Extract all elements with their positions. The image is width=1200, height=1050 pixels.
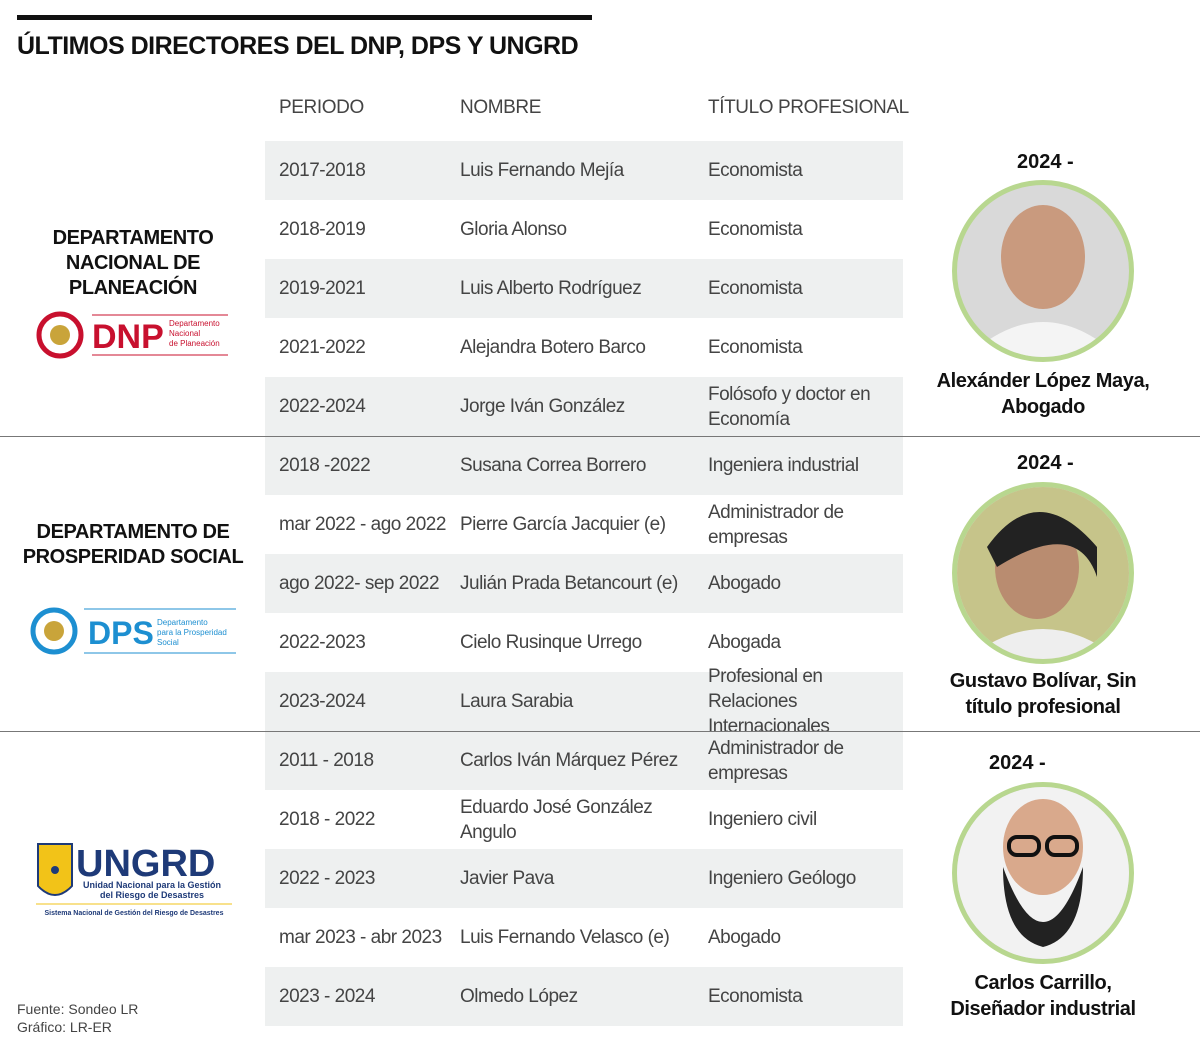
name-cell: Javier Pava bbox=[460, 868, 554, 889]
period-cell: mar 2022 - ago 2022 bbox=[279, 514, 446, 535]
name-cell: Gloria Alonso bbox=[460, 219, 567, 240]
table-row: mar 2022 - ago 2022 Pierre García Jacquie… bbox=[265, 495, 903, 554]
title-cell: Ingeniera industrial bbox=[708, 455, 859, 476]
name-cell: Carlos Iván Márquez Pérez bbox=[460, 750, 678, 771]
ungrd-logo: UNGRD Unidad Nacional para la Gestión de… bbox=[36, 843, 232, 917]
period-cell: 2019-2021 bbox=[279, 278, 366, 299]
current-year-dps: 2024 - bbox=[1017, 452, 1074, 474]
current-year-ungrd: 2024 - bbox=[989, 752, 1046, 774]
title-cell: Economista bbox=[708, 986, 803, 1007]
svg-text:del Riesgo de Desastres: del Riesgo de Desastres bbox=[100, 890, 204, 900]
table-row: 2017-2018 Luis Fernando Mejía Economista bbox=[265, 141, 903, 200]
current-director-ungrd: Carlos Carrillo, Diseñador industrial bbox=[950, 972, 1136, 1020]
period-cell: 2023 - 2024 bbox=[279, 986, 375, 1007]
org-name-dps: DEPARTAMENTO DE PROSPERIDAD SOCIAL bbox=[22, 521, 244, 568]
svg-text:Sistema Nacional de Gestión de: Sistema Nacional de Gestión del Riesgo d… bbox=[45, 910, 224, 917]
title-cell: Economista bbox=[708, 219, 803, 240]
director-photo-dps bbox=[952, 482, 1134, 664]
table-row: 2019-2021 Luis Alberto Rodríguez Economist… bbox=[265, 259, 903, 318]
name-cell: Pierre García Jacquier (e) bbox=[460, 514, 666, 535]
dnp-logo: DNP Departamento Nacional de Planeación bbox=[36, 311, 228, 359]
name-cell: Susana Correa Borrero bbox=[460, 455, 646, 476]
table-row: ago 2022- sep 2022 Julián Prada Betancour… bbox=[265, 554, 903, 613]
dps-logo: DPS Departamento para la Prosperidad Soc… bbox=[30, 607, 236, 655]
header-title: TÍTULO PROFESIONAL bbox=[708, 97, 909, 118]
period-cell: ago 2022- sep 2022 bbox=[279, 573, 440, 594]
header-name: NOMBRE bbox=[460, 97, 541, 118]
table-row: 2023 - 2024 Olmedo López Economista bbox=[265, 967, 903, 1026]
name-cell: Eduardo José González Angulo bbox=[460, 796, 653, 843]
table-row: 2018-2019 Gloria Alonso Economista bbox=[265, 200, 903, 259]
director-photo-ungrd bbox=[952, 782, 1134, 964]
title-cell: Economista bbox=[708, 160, 803, 181]
title-cell: Abogado bbox=[708, 927, 781, 948]
table-row: 2018 - 2022 Eduardo José González Angulo I… bbox=[265, 790, 903, 849]
title-cell: Ingeniero civil bbox=[708, 809, 817, 830]
period-cell: 2021-2022 bbox=[279, 337, 366, 358]
name-cell: Jorge Iván González bbox=[460, 396, 625, 417]
page-title: ÚLTIMOS DIRECTORES DEL DNP, DPS Y UNGRD bbox=[17, 32, 579, 60]
period-cell: mar 2023 - abr 2023 bbox=[279, 927, 442, 948]
current-year-dnp: 2024 - bbox=[1017, 151, 1074, 173]
name-cell: Olmedo López bbox=[460, 986, 578, 1007]
svg-text:Social: Social bbox=[157, 638, 179, 647]
director-photo-dnp bbox=[952, 180, 1134, 362]
table-row: 2021-2022 Alejandra Botero Barco Economist… bbox=[265, 318, 903, 377]
title-cell: Folósofo y doctor en Economía bbox=[708, 383, 871, 430]
section-divider bbox=[0, 731, 1200, 732]
header-period: PERIODO bbox=[279, 97, 364, 118]
period-cell: 2022-2023 bbox=[279, 632, 366, 653]
title-cell: Abogado bbox=[708, 573, 781, 594]
name-cell: Cielo Rusinque Urrego bbox=[460, 632, 642, 653]
title-cell: Ingeniero Geólogo bbox=[708, 868, 856, 889]
period-cell: 2018-2019 bbox=[279, 219, 366, 240]
title-cell: Abogada bbox=[708, 632, 781, 653]
title-cell: Profesional en Relaciones Internacionale… bbox=[708, 666, 830, 737]
period-cell: 2017-2018 bbox=[279, 160, 366, 181]
name-cell: Alejandra Botero Barco bbox=[460, 337, 646, 358]
svg-text:Unidad Nacional para la Gestió: Unidad Nacional para la Gestión bbox=[83, 880, 221, 890]
current-director-dnp: Alexánder López Maya, Abogado bbox=[936, 370, 1150, 418]
table-row: 2022-2023 Cielo Rusinque Urrego Abogada bbox=[265, 613, 903, 672]
svg-text:para la Prosperidad: para la Prosperidad bbox=[157, 628, 227, 637]
period-cell: 2011 - 2018 bbox=[279, 750, 374, 771]
svg-text:DPS: DPS bbox=[88, 615, 154, 651]
name-cell: Julián Prada Betancourt (e) bbox=[460, 573, 678, 594]
table-row: mar 2023 - abr 2023 Luis Fernando Velasco… bbox=[265, 908, 903, 967]
graphic-credit: Gráfico: LR-ER bbox=[17, 1019, 112, 1035]
period-cell: 2022-2024 bbox=[279, 396, 366, 417]
name-cell: Luis Alberto Rodríguez bbox=[460, 278, 642, 299]
name-cell: Luis Fernando Mejía bbox=[460, 160, 624, 181]
source-note: Fuente: Sondeo LR bbox=[17, 1001, 139, 1017]
period-cell: 2018 -2022 bbox=[279, 455, 371, 476]
svg-text:Departamento: Departamento bbox=[157, 618, 208, 627]
title-cell: Economista bbox=[708, 337, 803, 358]
period-cell: 2018 - 2022 bbox=[279, 809, 375, 830]
svg-text:UNGRD: UNGRD bbox=[76, 843, 215, 885]
svg-text:DNP: DNP bbox=[92, 318, 164, 356]
table-row: 2011 - 2018 Carlos Iván Márquez Pérez Admi… bbox=[265, 731, 903, 790]
title-cell: Administrador de empresas bbox=[708, 501, 844, 548]
period-cell: 2023-2024 bbox=[279, 691, 366, 712]
period-cell: 2022 - 2023 bbox=[279, 868, 375, 889]
svg-text:Departamento: Departamento bbox=[169, 319, 220, 328]
title-cell: Administrador de empresas bbox=[708, 737, 844, 784]
title-rule bbox=[17, 15, 592, 20]
org-name-dnp: DEPARTAMENTO NACIONAL DE PLANEACIÓN bbox=[52, 227, 214, 299]
current-director-dps: Gustavo Bolívar, Sin título profesional bbox=[949, 670, 1137, 718]
table-row: 2023-2024 Laura Sarabia Profesional en Rel… bbox=[265, 666, 903, 737]
table-row: 2018 -2022 Susana Correa Borrero Ingeniera… bbox=[265, 436, 903, 495]
svg-text:de Planeación: de Planeación bbox=[169, 339, 220, 348]
name-cell: Luis Fernando Velasco (e) bbox=[460, 927, 670, 948]
title-cell: Economista bbox=[708, 278, 803, 299]
name-cell: Laura Sarabia bbox=[460, 691, 573, 712]
svg-text:Nacional: Nacional bbox=[169, 329, 200, 338]
section-divider bbox=[0, 436, 1200, 437]
table-row: 2022 - 2023 Javier Pava Ingeniero Geólogo bbox=[265, 849, 903, 908]
table-row: 2022-2024 Jorge Iván González Folósofo y d… bbox=[265, 377, 903, 436]
